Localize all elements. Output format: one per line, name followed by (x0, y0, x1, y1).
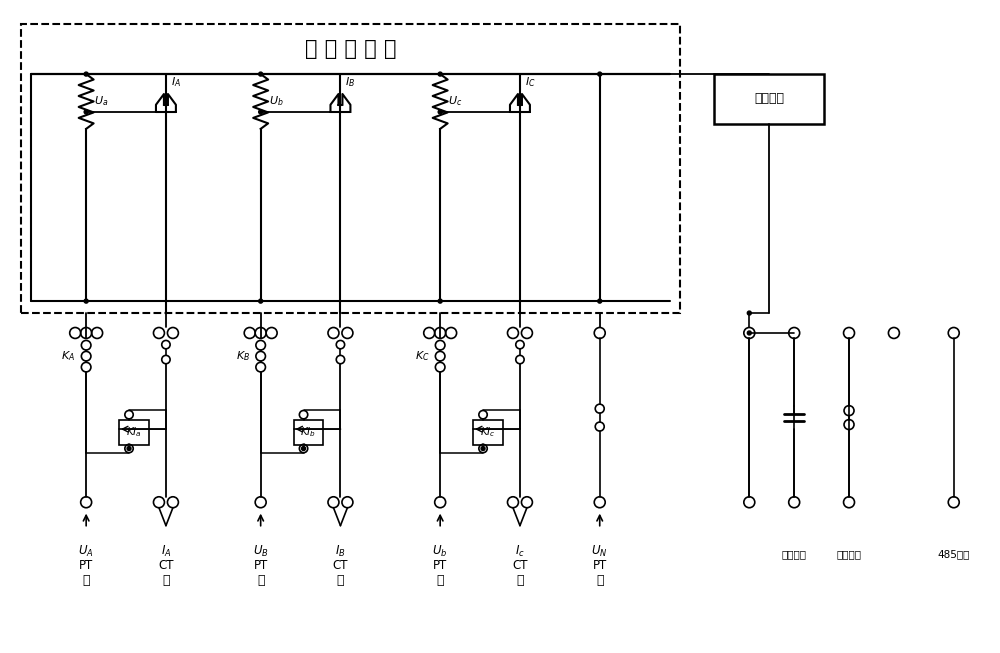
Text: $I_C$: $I_C$ (525, 75, 536, 89)
Text: $U_N$: $U_N$ (591, 544, 608, 559)
Text: CT: CT (512, 559, 528, 572)
Text: PT: PT (433, 559, 447, 572)
Text: $K_B$: $K_B$ (236, 349, 250, 363)
Text: 三 相 电 能 表: 三 相 电 能 表 (305, 39, 396, 59)
Text: 485通讯: 485通讯 (938, 549, 970, 559)
Circle shape (259, 299, 263, 303)
Circle shape (259, 110, 263, 114)
Circle shape (127, 447, 131, 451)
Text: $I_B$: $I_B$ (335, 544, 346, 559)
Circle shape (84, 299, 88, 303)
Text: $I_A$: $I_A$ (161, 544, 171, 559)
Text: PT: PT (254, 559, 268, 572)
Text: CT: CT (333, 559, 348, 572)
Text: CT: CT (158, 559, 174, 572)
Text: 来: 来 (516, 574, 524, 587)
Text: $U_B$: $U_B$ (253, 544, 269, 559)
Circle shape (481, 447, 485, 451)
Text: $U_b$: $U_b$ (432, 544, 448, 559)
Text: 来: 来 (82, 574, 90, 587)
Bar (119, 420, 149, 445)
Circle shape (84, 72, 88, 76)
Text: $KI_a$: $KI_a$ (126, 425, 142, 439)
Text: 开盒电源: 开盒电源 (837, 549, 862, 559)
Circle shape (259, 72, 263, 76)
Text: PT: PT (79, 559, 93, 572)
Text: 来: 来 (436, 574, 444, 587)
Text: $U_a$: $U_a$ (94, 95, 109, 108)
Circle shape (598, 72, 602, 76)
Text: $K_C$: $K_C$ (415, 349, 430, 363)
Text: $K_A$: $K_A$ (61, 349, 75, 363)
Circle shape (302, 447, 306, 451)
Circle shape (438, 110, 442, 114)
Text: 辅助电源: 辅助电源 (782, 549, 807, 559)
Circle shape (438, 72, 442, 76)
Text: 辅助电源: 辅助电源 (754, 93, 784, 106)
Bar (473, 420, 503, 445)
Bar (714, 74, 824, 124)
Bar (294, 420, 323, 445)
Text: $I_A$: $I_A$ (171, 75, 181, 89)
Circle shape (747, 331, 751, 335)
Circle shape (598, 299, 602, 303)
Text: 来: 来 (162, 574, 170, 587)
Text: 来: 来 (596, 574, 603, 587)
Text: 来: 来 (337, 574, 344, 587)
Text: $I_B$: $I_B$ (345, 75, 356, 89)
Circle shape (84, 110, 88, 114)
Text: 来: 来 (257, 574, 264, 587)
Text: $KI_c$: $KI_c$ (480, 425, 496, 439)
Text: $I_c$: $I_c$ (515, 544, 525, 559)
Circle shape (747, 311, 751, 315)
Text: $U_A$: $U_A$ (78, 544, 94, 559)
Text: PT: PT (593, 559, 607, 572)
Bar (21, 24, 680, 313)
Circle shape (438, 299, 442, 303)
Text: $KI_b$: $KI_b$ (300, 425, 317, 439)
Text: $U_b$: $U_b$ (269, 95, 283, 108)
Text: $U_c$: $U_c$ (448, 95, 462, 108)
